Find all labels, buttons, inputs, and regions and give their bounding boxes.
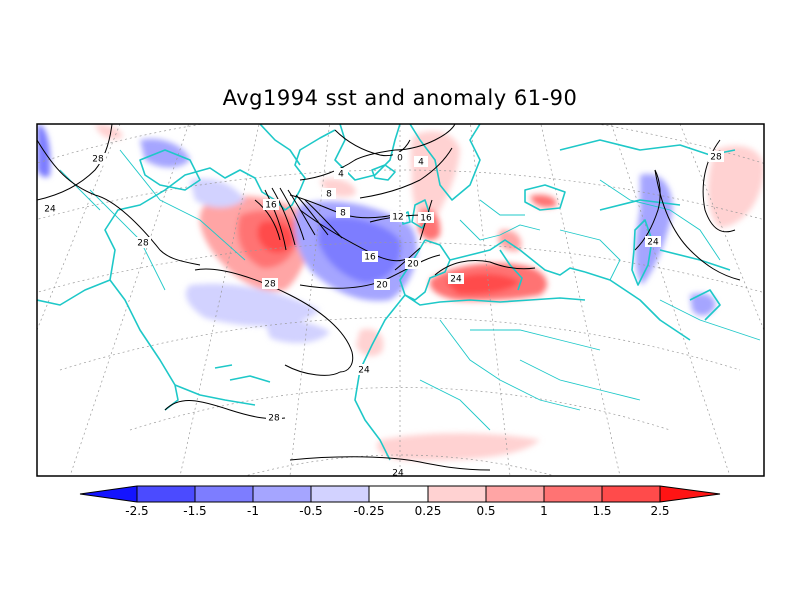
anomaly-positive-south-band (376, 433, 540, 461)
colorbar-bin (253, 486, 311, 502)
contour-4 (299, 149, 396, 181)
colorbar-bin (428, 486, 486, 502)
colorbar-bin (369, 486, 428, 502)
contour-label: 20 (376, 281, 388, 291)
contour-label: 16 (364, 253, 376, 263)
contour-label: 8 (326, 190, 332, 200)
colorbar-bin (137, 486, 195, 502)
anomaly-positive-top-left (95, 124, 123, 140)
contour-24-east (654, 169, 741, 281)
contour-label: 4 (418, 158, 424, 168)
contour-labels: 28 24 28 28 16 16 8 8 4 0 4 12 16 20 20 … (42, 151, 724, 479)
colorbar-tick-label: 0.5 (476, 504, 495, 518)
colorbar-tick-label: 0.25 (415, 504, 442, 518)
contour-label: 24 (647, 238, 659, 248)
contour-label: 4 (338, 170, 344, 180)
contour-label: 28 (137, 239, 149, 249)
contour-label: 28 (710, 153, 722, 163)
contour-28-west (37, 139, 201, 266)
colorbar-bin (195, 486, 253, 502)
anomaly-positive-black-sea (530, 194, 557, 208)
coast-middle-east (584, 271, 721, 341)
anomaly-negative-south (265, 320, 330, 344)
colorbar-tick-label: 2.5 (650, 504, 669, 518)
colorbar-tick-label: -2.5 (125, 504, 148, 518)
political-borders (59, 149, 761, 431)
coast-caspian (631, 219, 653, 286)
contour-label: 12 (392, 213, 403, 223)
colorbar-arrow-right (660, 486, 720, 502)
contour-label: 16 (265, 201, 277, 211)
contour-label: 20 (407, 260, 419, 270)
coast-italy (499, 249, 523, 291)
contour-label: 8 (340, 209, 346, 219)
anomaly-negative-caspian (635, 174, 673, 285)
colorbar-bin (311, 486, 369, 502)
coast-iceland (371, 164, 396, 181)
coast-black-sea (524, 184, 566, 211)
contour-label: 28 (92, 155, 104, 165)
map-frame (36, 123, 765, 477)
coast-labrador (259, 124, 301, 166)
anomaly-shading (37, 124, 764, 461)
anomaly-negative-red-sea (690, 293, 716, 316)
coast-scandinavia (409, 124, 481, 201)
colorbar: -2.5 -1.5 -1 -0.5 -0.25 0.25 0.5 1 1.5 2… (79, 485, 721, 518)
map-title: Avg1994 sst and anomaly 61-90 (222, 86, 578, 110)
colorbar-tick-label: -1 (247, 504, 259, 518)
coast-africa (354, 294, 586, 461)
colorbar-tick-label: -1.5 (183, 504, 206, 518)
contour-label: 24 (44, 205, 56, 215)
colorbar-bin (544, 486, 602, 502)
contour-24-med (434, 260, 536, 276)
colorbar-bin (602, 486, 660, 502)
contour-label: 28 (264, 280, 276, 290)
colorbar-arrow-left (80, 486, 137, 502)
contour-16-w (254, 199, 281, 241)
contour-28-mid (194, 268, 354, 373)
contour-label: 24 (358, 366, 370, 376)
coast-greenland (334, 124, 401, 181)
anomaly-positive-ne (708, 145, 764, 228)
anomaly-negative-band (185, 283, 320, 327)
anomaly-negative-weak-w (190, 178, 245, 208)
coast-caribbean (174, 364, 271, 406)
anomaly-positive-adriatic (498, 229, 522, 252)
colorbar-bin (486, 486, 544, 502)
sst-contours (37, 124, 741, 471)
contour-label: 16 (420, 214, 432, 224)
anomaly-negative-core (318, 217, 401, 283)
contour-24-west (37, 124, 113, 201)
contour-0 (334, 129, 411, 157)
colorbar-tick-label: -0.25 (353, 504, 384, 518)
coast-north-america (37, 129, 336, 411)
contour-24-mid (284, 364, 341, 376)
anomaly-negative-hudson (140, 138, 190, 168)
anomaly-positive-iberia (356, 328, 384, 357)
colorbar-tick-label: -0.5 (299, 504, 322, 518)
contour-24-caspian (634, 169, 661, 251)
contour-label: 24 (392, 469, 404, 479)
contour-4b (394, 124, 456, 151)
coast-hudson-bay (139, 149, 201, 191)
colorbar-tick-label: 1 (540, 504, 548, 518)
colorbar-tick-label: 1.5 (592, 504, 611, 518)
graticule (37, 124, 764, 476)
contour-label: 0 (397, 154, 403, 164)
contour-8b (359, 147, 453, 199)
contour-label: 28 (268, 414, 280, 424)
contour-label: 24 (450, 275, 462, 285)
contour-24-south (289, 456, 491, 471)
